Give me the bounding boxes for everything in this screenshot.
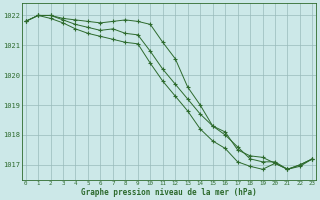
X-axis label: Graphe pression niveau de la mer (hPa): Graphe pression niveau de la mer (hPa)	[81, 188, 257, 197]
